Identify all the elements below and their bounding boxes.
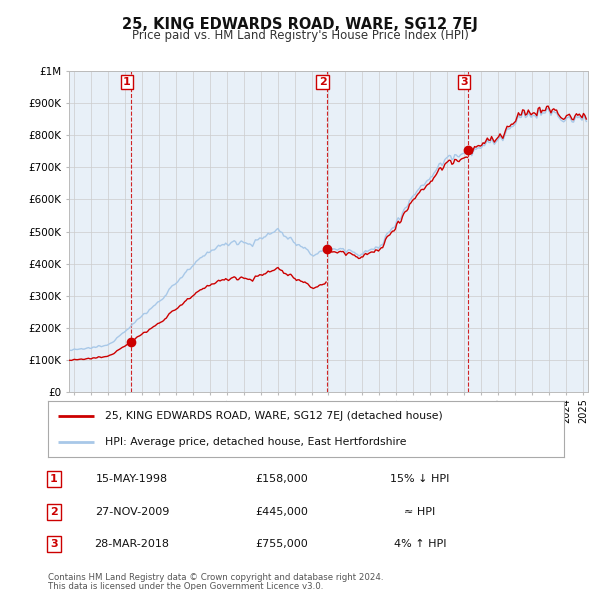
Text: Contains HM Land Registry data © Crown copyright and database right 2024.: Contains HM Land Registry data © Crown c… <box>48 573 383 582</box>
Text: 25, KING EDWARDS ROAD, WARE, SG12 7EJ: 25, KING EDWARDS ROAD, WARE, SG12 7EJ <box>122 17 478 31</box>
Text: 3: 3 <box>460 77 468 87</box>
Text: 1: 1 <box>123 77 131 87</box>
Text: 2: 2 <box>319 77 326 87</box>
Text: HPI: Average price, detached house, East Hertfordshire: HPI: Average price, detached house, East… <box>105 437 406 447</box>
Text: 15-MAY-1998: 15-MAY-1998 <box>96 474 168 484</box>
Text: £445,000: £445,000 <box>256 507 308 517</box>
Text: Price paid vs. HM Land Registry's House Price Index (HPI): Price paid vs. HM Land Registry's House … <box>131 30 469 42</box>
Text: ≈ HPI: ≈ HPI <box>404 507 436 517</box>
Text: 1: 1 <box>50 474 58 484</box>
Text: 28-MAR-2018: 28-MAR-2018 <box>95 539 170 549</box>
Text: 3: 3 <box>50 539 58 549</box>
Text: £755,000: £755,000 <box>256 539 308 549</box>
Text: 25, KING EDWARDS ROAD, WARE, SG12 7EJ (detached house): 25, KING EDWARDS ROAD, WARE, SG12 7EJ (d… <box>105 411 443 421</box>
Text: 15% ↓ HPI: 15% ↓ HPI <box>391 474 449 484</box>
Text: 27-NOV-2009: 27-NOV-2009 <box>95 507 169 517</box>
Text: This data is licensed under the Open Government Licence v3.0.: This data is licensed under the Open Gov… <box>48 582 323 590</box>
Text: 2: 2 <box>50 507 58 517</box>
Text: 4% ↑ HPI: 4% ↑ HPI <box>394 539 446 549</box>
Text: £158,000: £158,000 <box>256 474 308 484</box>
